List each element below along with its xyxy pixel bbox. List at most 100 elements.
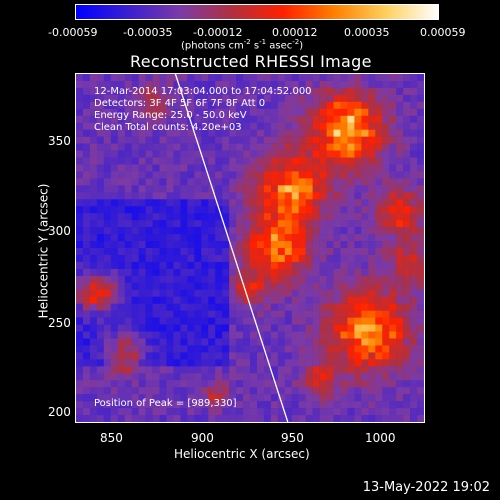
heatmap-cell [284, 401, 293, 409]
heatmap-cell [347, 101, 355, 110]
heatmap-cell [194, 345, 202, 353]
heatmap-cell [166, 213, 174, 221]
heatmap-cell [215, 373, 223, 381]
heatmap-cell [180, 101, 188, 110]
heatmap-cell [396, 192, 404, 200]
heatmap-cell [375, 108, 383, 117]
heatmap-cell [138, 415, 146, 422]
heatmap-cell [76, 359, 84, 367]
heatmap-cell [180, 248, 188, 256]
heatmap-cell [319, 101, 327, 110]
heatmap-cell [187, 296, 195, 304]
heatmap-cell [117, 310, 126, 318]
heatmap-cell [347, 241, 355, 249]
heatmap-cell [340, 394, 348, 402]
heatmap-cell [333, 282, 341, 291]
heatmap-cell [284, 206, 293, 214]
heatmap-cell [305, 213, 313, 221]
heatmap-cell [236, 164, 244, 172]
heatmap-cell [103, 213, 112, 221]
heatmap-cell [131, 80, 139, 89]
heatmap-cell [291, 394, 300, 402]
heatmap-cell [236, 227, 244, 235]
heatmap-cell [173, 394, 181, 402]
heatmap-cell [145, 74, 153, 82]
heatmap-cell [222, 380, 230, 388]
heatmap-cell [368, 248, 376, 256]
heatmap-cell [124, 157, 132, 165]
heatmap-cell [76, 150, 84, 158]
heatmap-cell [82, 185, 91, 193]
heatmap-cell [333, 143, 341, 151]
heatmap-cell [305, 366, 313, 374]
heatmap-cell [138, 275, 146, 284]
heatmap-cell [396, 366, 404, 374]
heatmap-cell [250, 164, 258, 172]
heatmap-cell [277, 275, 286, 284]
heatmap-cell [229, 80, 237, 89]
heatmap-cell [361, 387, 369, 395]
heatmap-cell [96, 317, 105, 325]
heatmap-cell [103, 254, 112, 263]
heatmap-cell [201, 380, 209, 388]
heatmap-cell [208, 289, 216, 298]
heatmap-cell [312, 310, 320, 318]
heatmap-cell [389, 185, 397, 193]
heatmap-cell [347, 87, 355, 96]
heatmap-cell [354, 415, 362, 422]
heatmap-cell [243, 387, 251, 395]
heatmap-cell [208, 359, 216, 367]
heatmap-cell [312, 394, 320, 402]
heatmap-cell [103, 157, 112, 165]
heatmap-cell [333, 289, 341, 298]
heatmap-cell [361, 268, 369, 277]
heatmap-cell [103, 352, 112, 360]
heatmap-cell [333, 338, 341, 346]
heatmap-cell [89, 254, 98, 263]
heatmap-cell [159, 338, 167, 346]
heatmap-cell [187, 261, 195, 270]
heatmap-cell [215, 359, 223, 367]
heatmap-cell [340, 108, 348, 117]
heatmap-cell [180, 408, 188, 416]
heatmap-cell [256, 87, 265, 96]
heatmap-cell [117, 394, 126, 402]
heatmap-cell [96, 310, 105, 318]
heatmap-cell [96, 94, 105, 103]
heatmap-cell [82, 122, 91, 130]
heatmap-cell [277, 394, 286, 402]
heatmap-cell [368, 136, 376, 144]
heatmap-cell [166, 241, 174, 249]
heatmap-cell [229, 234, 237, 242]
heatmap-cell [270, 87, 279, 96]
heatmap-cell [194, 129, 202, 137]
heatmap-cell [166, 136, 174, 144]
heatmap-cell [201, 352, 209, 360]
heatmap-cell [110, 401, 119, 409]
heatmap-cell [270, 338, 279, 346]
heatmap-cell [361, 317, 369, 325]
heatmap-cell [291, 192, 300, 200]
heatmap-cell [298, 303, 306, 311]
heatmap-cell [256, 345, 265, 353]
heatmap-cell [347, 394, 355, 402]
heatmap-cell [354, 338, 362, 346]
heatmap-cell [326, 331, 334, 339]
heatmap-cell [263, 268, 272, 277]
solar-limb-line [174, 74, 289, 422]
heatmap-cell [270, 296, 279, 304]
heatmap-cell [361, 331, 369, 339]
heatmap-cell [159, 352, 167, 360]
heatmap-cell [389, 108, 397, 117]
heatmap-cell [138, 234, 146, 242]
heatmap-cell [277, 206, 286, 214]
heatmap-cell [229, 380, 237, 388]
heatmap-cell [396, 199, 404, 207]
heatmap-cell [333, 94, 341, 103]
heatmap-cell [333, 310, 341, 318]
heatmap-cell [277, 108, 286, 117]
heatmap-cell [375, 317, 383, 325]
heatmap-cell [270, 303, 279, 311]
heatmap-cell [236, 310, 244, 318]
heatmap-cell [201, 136, 209, 144]
